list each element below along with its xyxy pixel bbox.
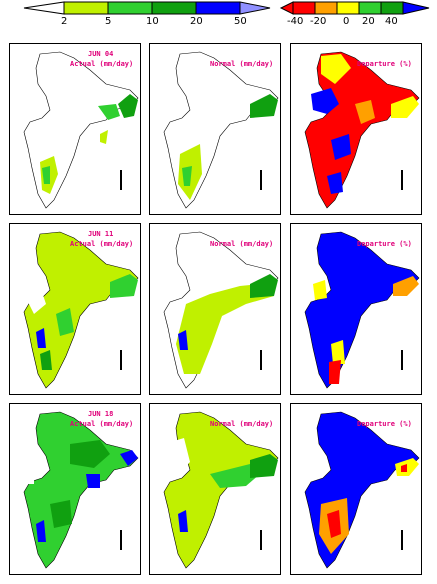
- rainfall-tick: 5: [105, 16, 112, 27]
- india-map-actual-row2: [23, 231, 139, 389]
- india-map-normal-row3: [163, 411, 279, 569]
- date-label: JUN 11: [88, 230, 114, 238]
- departure-colorbar: [279, 1, 430, 15]
- map-panel-departure-row3: Departure (%): [290, 403, 422, 575]
- map-panel-actual-row1: JUN 04 Actual (mm/day): [9, 43, 141, 215]
- map-panel-departure-row2: Departure (%): [290, 223, 422, 395]
- departure-label: Departure (%): [357, 60, 412, 68]
- rainfall-tick: 10: [146, 16, 159, 27]
- india-map-departure-row1: [304, 51, 420, 209]
- india-map-actual-row1: [23, 51, 139, 209]
- normal-label: Normal (mm/day): [210, 420, 274, 428]
- rainfall-legend: 2 5 10 20 50: [20, 0, 275, 30]
- departure-legend: -40 -20 0 20 40: [279, 0, 435, 30]
- actual-label: Actual (mm/day): [70, 60, 134, 68]
- rainfall-tick: 20: [190, 16, 203, 27]
- map-panel-actual-row2: JUN 11 Actual (mm/day): [9, 223, 141, 395]
- india-map-actual-row3: [23, 411, 139, 569]
- india-map-normal-row2: [163, 231, 279, 389]
- map-panel-normal-row2: Normal (mm/day): [149, 223, 281, 395]
- map-panel-actual-row3: JUN 18 Actual (mm/day): [9, 403, 141, 575]
- date-label: JUN 18: [88, 410, 114, 418]
- departure-tick: 0: [343, 16, 350, 27]
- departure-label: Departure (%): [357, 240, 412, 248]
- normal-label: Normal (mm/day): [210, 240, 274, 248]
- departure-label: Departure (%): [357, 420, 412, 428]
- rainfall-tick: 2: [61, 16, 68, 27]
- normal-label: Normal (mm/day): [210, 60, 274, 68]
- departure-tick: 40: [385, 16, 398, 27]
- departure-tick: -40: [287, 16, 304, 27]
- actual-label: Actual (mm/day): [70, 420, 134, 428]
- actual-label: Actual (mm/day): [70, 240, 134, 248]
- map-panel-normal-row1: Normal (mm/day): [149, 43, 281, 215]
- rainfall-tick: 50: [234, 16, 247, 27]
- india-map-departure-row3: [304, 411, 420, 569]
- map-panel-departure-row1: Departure (%): [290, 43, 422, 215]
- india-map-normal-row1: [163, 51, 279, 209]
- map-panel-normal-row3: Normal (mm/day): [149, 403, 281, 575]
- departure-tick: -20: [310, 16, 327, 27]
- date-label: JUN 04: [88, 50, 114, 58]
- rainfall-colorbar: [23, 1, 271, 15]
- india-map-departure-row2: [304, 231, 420, 389]
- departure-tick: 20: [362, 16, 375, 27]
